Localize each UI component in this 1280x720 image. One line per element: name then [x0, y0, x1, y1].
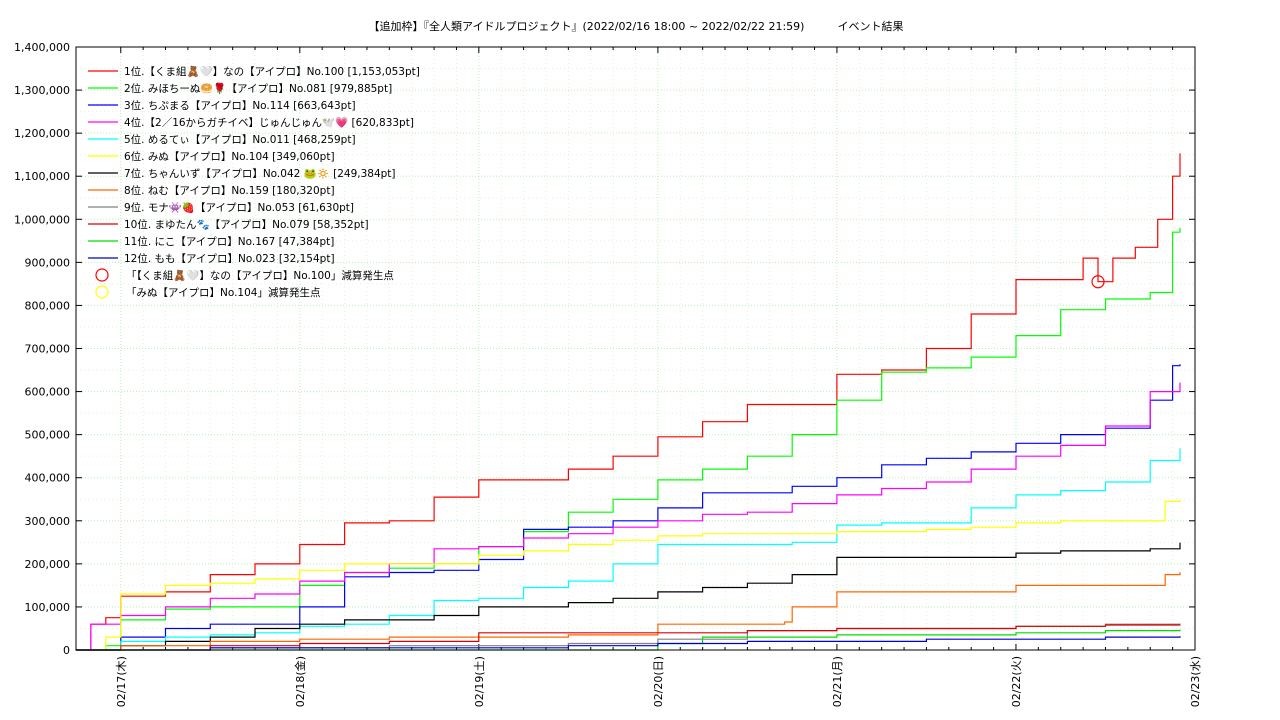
series-line-2: [76, 227, 1181, 651]
y-axis: 0 100,000 200,000 300,000 400,000 500,000 600,…: [14, 41, 1195, 657]
legend: 1位.【くま組🧸🤍】なの【アイプロ】No.100 [1,153,053pt] 2位…: [88, 65, 420, 299]
legend-label: 3位. ちぷまる【アイプロ】No.114 [663,643pt]: [124, 99, 356, 112]
y-tick-label: 1,100,000: [14, 170, 70, 183]
plot-lines: [76, 153, 1181, 651]
legend-label: 11位. にこ【アイプロ】No.167 [47,384pt]: [124, 235, 334, 248]
legend-label: 6位. みぬ【アイプロ】No.104 [349,060pt]: [124, 150, 335, 163]
legend-marker-swatch: [95, 268, 109, 282]
x-tick-label: 02/22(火): [1010, 656, 1023, 707]
legend-label: 9位. モナ👾🍓【アイプロ】No.053 [61,630pt]: [124, 201, 354, 214]
series-line-7: [76, 542, 1181, 651]
series-line-1: [76, 153, 1181, 651]
y-tick-label: 0: [63, 644, 70, 657]
grid: [76, 47, 1196, 650]
series-line-12: [76, 636, 1181, 651]
legend-label: 5位. めるてぃ【アイプロ】No.011 [468,259pt]: [124, 133, 356, 146]
y-tick-label: 400,000: [25, 472, 71, 485]
legend-marker-label: 「みぬ【アイプロ】No.104」減算発生点: [126, 286, 320, 299]
legend-label: 7位. ちゃんいず【アイプロ】No.042 🐸🔅 [249,384pt]: [124, 167, 396, 180]
y-tick-label: 1,300,000: [14, 84, 70, 97]
y-tick-label: 200,000: [25, 558, 71, 571]
y-tick-label: 1,400,000: [14, 41, 70, 54]
x-tick-label: 02/21(月): [831, 656, 844, 707]
series-line-3: [76, 364, 1181, 651]
series-line-5: [76, 448, 1181, 651]
plot-markers: [1091, 275, 1105, 289]
y-tick-label: 1,200,000: [14, 127, 70, 140]
x-tick-label: 02/20(日): [652, 656, 665, 707]
subtraction-marker-1: [1091, 275, 1105, 289]
y-tick-label: 600,000: [25, 386, 71, 399]
series-line-6: [76, 499, 1181, 651]
x-tick-label: 02/23(水): [1189, 656, 1202, 707]
legend-label: 4位.【2／16からガチイベ】じゅんじゅん🕊️💗 [620,833pt]: [124, 116, 414, 129]
legend-marker-swatch: [95, 285, 109, 299]
y-tick-label: 800,000: [25, 299, 71, 312]
x-tick-label: 02/18(金): [293, 656, 307, 707]
legend-label: 1位.【くま組🧸🤍】なの【アイプロ】No.100 [1,153,053pt]: [124, 65, 420, 78]
plot-frame: [75, 46, 1196, 651]
y-tick-label: 100,000: [25, 601, 71, 614]
x-tick-label: 02/17(木): [115, 656, 128, 707]
y-tick-label: 500,000: [25, 429, 71, 442]
y-tick-label: 700,000: [25, 343, 71, 356]
legend-label: 8位. ねむ【アイプロ】No.159 [180,320pt]: [124, 184, 335, 197]
legend-marker-label: 「【くま組🧸🤍】なの【アイプロ】No.100」減算発生点: [126, 269, 394, 282]
series-line-10: [76, 624, 1181, 651]
x-tick-label: 02/19(土): [473, 656, 486, 707]
legend-label: 10位. まゆたん🐾【アイプロ】No.079 [58,352pt]: [124, 218, 369, 231]
legend-label: 12位. もも【アイプロ】No.023 [32,154pt]: [124, 252, 335, 265]
legend-label: 2位. みほちーぬ🥯🌹【アイプロ】No.081 [979,885pt]: [124, 82, 392, 95]
series-line-4: [76, 382, 1181, 651]
y-tick-label: 1,000,000: [14, 213, 70, 226]
series-line-8: [76, 572, 1181, 651]
y-tick-label: 900,000: [25, 256, 71, 269]
y-tick-label: 300,000: [25, 515, 71, 528]
chart-title: 【追加枠】『全人類アイドルプロジェクト』(2022/02/16 18:00 ~ …: [369, 19, 904, 33]
